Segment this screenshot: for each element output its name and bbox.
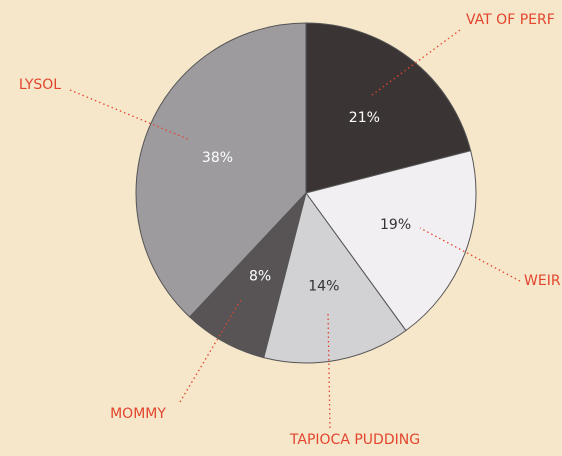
data-label: 8%	[249, 268, 271, 284]
leader-line	[371, 29, 461, 96]
category-label: VAT OF PERF	[466, 12, 555, 28]
leader-line	[69, 89, 191, 141]
category-label: TAPIOCA PUDDING	[289, 432, 420, 448]
pie-slice	[135, 22, 307, 318]
pie-slice	[305, 150, 477, 332]
data-label: 19%	[380, 217, 411, 233]
leader-line	[419, 227, 521, 282]
leader-line	[327, 311, 331, 429]
category-label: LYSOL	[19, 77, 61, 93]
data-label: 21%	[349, 110, 380, 126]
pie-slice	[305, 22, 472, 194]
category-label: MOMMY	[110, 406, 166, 422]
data-label: 14%	[308, 279, 339, 295]
data-label: 38%	[202, 150, 233, 166]
category-label: WEIR	[524, 273, 561, 289]
pie-slice	[263, 191, 407, 364]
